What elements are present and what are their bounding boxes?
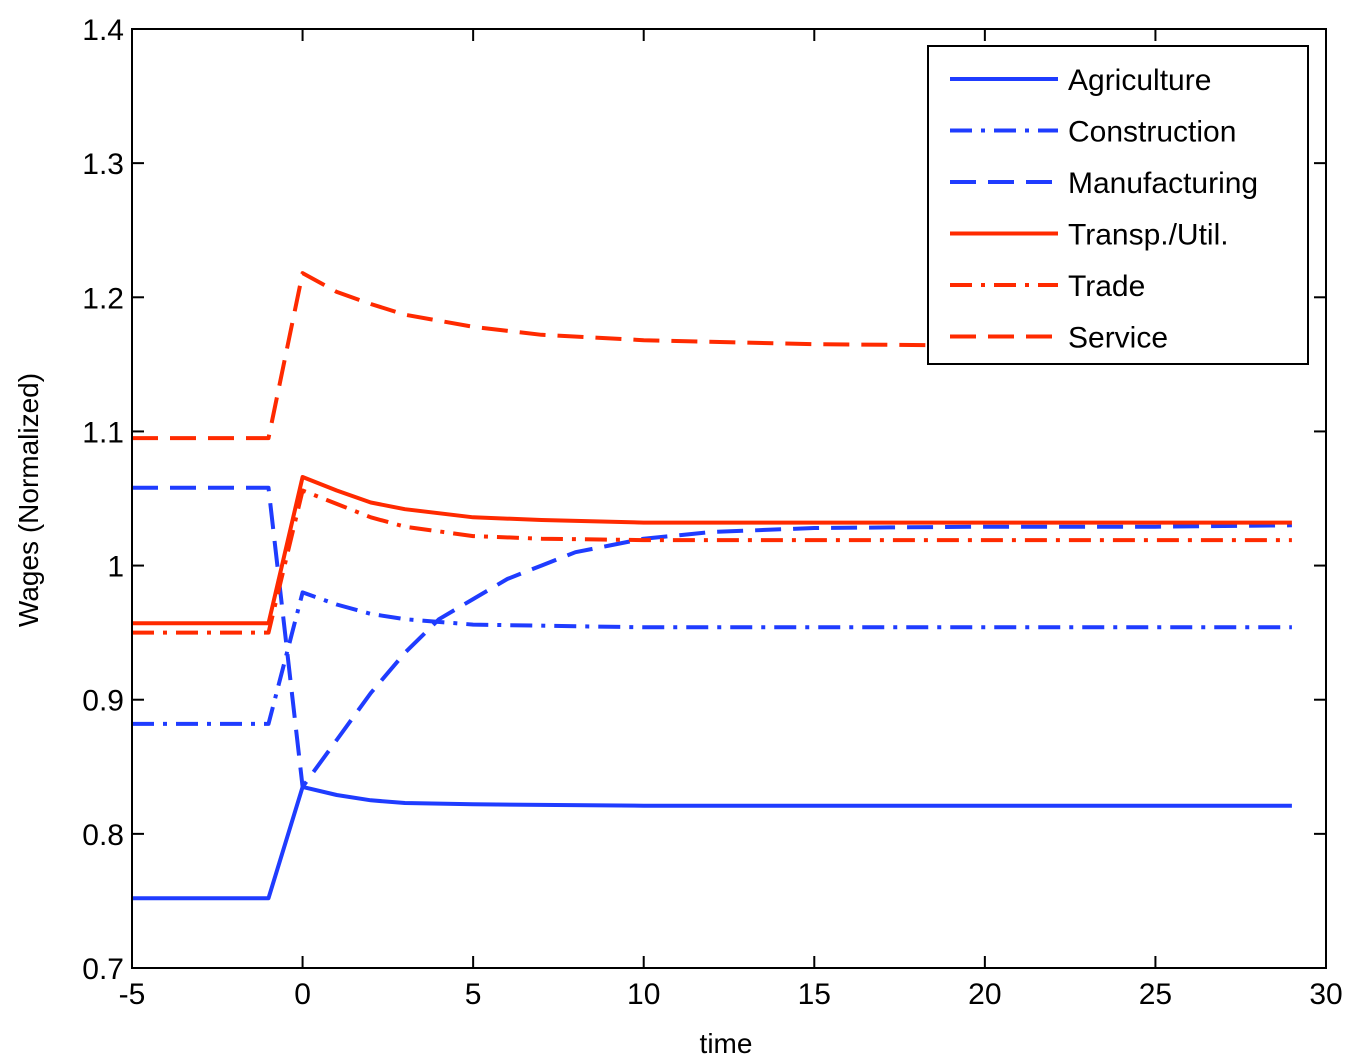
legend-label-0: Agriculture	[1068, 64, 1211, 97]
legend-label-4: Trade	[1068, 270, 1145, 303]
legend: Agriculture Construction Manufacturing Tran…	[927, 45, 1309, 365]
x-tick-label: -5	[119, 978, 146, 1011]
y-tick-label: 1.3	[82, 148, 124, 181]
axes-box	[131, 28, 1327, 969]
legend-label-3: Transp./Util.	[1068, 219, 1229, 252]
x-tick-label: 10	[627, 978, 660, 1011]
y-axis-label: Wages (Normalized)	[13, 373, 44, 627]
series-line-3	[132, 475, 1292, 626]
x-tick-label: 20	[968, 978, 1001, 1011]
y-tick-label: 1.1	[82, 416, 124, 449]
x-tick-label: 0	[294, 978, 311, 1011]
x-axis-label: time	[700, 1028, 753, 1059]
legend-label-2: Manufacturing	[1068, 167, 1258, 200]
legend-label-1: Construction	[1068, 116, 1236, 149]
axes: -5 0 5 10 15 20 25 30 0.7 0.8 0.9 1 1.1 1.2 1.3 1.4	[82, 14, 1342, 1011]
series-line-1	[132, 590, 1292, 726]
y-tick-label: 0.7	[82, 953, 124, 986]
legend-box	[927, 45, 1309, 365]
y-tick-label: 0.9	[82, 685, 124, 718]
y-tick-label: 1.4	[82, 14, 124, 47]
x-tick-label: 30	[1309, 978, 1342, 1011]
y-tick-label: 1.2	[82, 282, 124, 315]
y-tick-label: 0.8	[82, 819, 124, 852]
x-tick-label: 15	[798, 978, 831, 1011]
series-line-4	[132, 488, 1292, 635]
series-line-2	[132, 485, 1292, 789]
series-line-5	[132, 271, 1292, 441]
x-tick-label: 25	[1139, 978, 1172, 1011]
plot-area	[132, 271, 1292, 901]
series-line-0	[132, 784, 1292, 901]
y-tick-label: 1	[107, 551, 124, 584]
x-tick-label: 5	[465, 978, 482, 1011]
legend-label-5: Service	[1068, 322, 1168, 355]
